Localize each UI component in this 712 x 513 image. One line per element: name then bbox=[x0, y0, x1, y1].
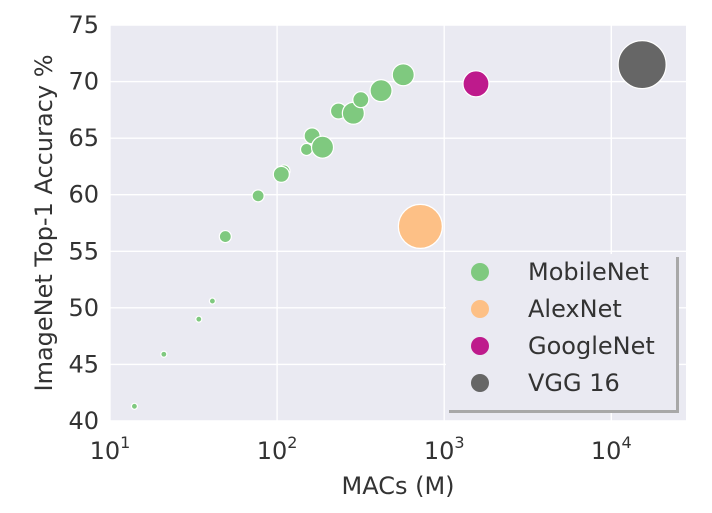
y-axis-label: ImageNet Top-1 Accuracy % bbox=[30, 55, 58, 392]
data-point-mobilenet bbox=[195, 315, 203, 323]
x-tick-label: 104 bbox=[591, 433, 632, 465]
y-tick-label: 70 bbox=[68, 68, 99, 96]
data-point-mobilenet bbox=[251, 189, 265, 203]
data-point-mobilenet bbox=[310, 135, 335, 159]
legend-marker bbox=[471, 337, 489, 355]
x-tick-label: 102 bbox=[257, 433, 298, 465]
data-point-mobilenet bbox=[218, 229, 232, 244]
y-tick-label: 65 bbox=[68, 124, 99, 152]
data-point-alexnet bbox=[397, 203, 443, 249]
data-points bbox=[130, 39, 667, 410]
y-tick-label: 55 bbox=[68, 237, 99, 265]
y-tick-label: 60 bbox=[68, 181, 99, 209]
data-point-mobilenet bbox=[369, 79, 393, 103]
data-point-googlenet bbox=[462, 70, 490, 98]
y-tick-label: 45 bbox=[68, 350, 99, 378]
data-point-mobilenet bbox=[160, 350, 168, 358]
legend: MobileNet AlexNet GoogleNet VGG 16 bbox=[446, 254, 679, 413]
legend-marker bbox=[471, 374, 489, 392]
y-tick-label: 50 bbox=[68, 294, 99, 322]
data-point-mobilenet bbox=[352, 91, 370, 109]
data-point-mobilenet bbox=[391, 63, 415, 87]
data-point-mobilenet bbox=[208, 297, 216, 305]
data-point-mobilenet bbox=[272, 165, 290, 183]
legend-label: VGG 16 bbox=[528, 369, 620, 397]
data-point-vgg-16 bbox=[617, 39, 667, 90]
x-tick-label: 101 bbox=[90, 433, 131, 465]
y-tick-labels: 40 45 50 55 60 65 70 75 bbox=[68, 11, 99, 435]
x-axis-label: MACs (M) bbox=[341, 472, 454, 500]
y-tick-label: 75 bbox=[68, 11, 99, 39]
legend-label: AlexNet bbox=[528, 295, 622, 323]
legend-marker bbox=[471, 263, 489, 281]
y-tick-label: 40 bbox=[68, 407, 99, 435]
x-tick-labels: 101 102 103 104 bbox=[90, 433, 632, 465]
legend-label: GoogleNet bbox=[528, 332, 655, 360]
legend-marker bbox=[471, 300, 489, 318]
legend-label: MobileNet bbox=[528, 258, 649, 286]
data-point-mobilenet bbox=[130, 402, 139, 410]
x-tick-label: 103 bbox=[424, 433, 465, 465]
data-point-mobilenet bbox=[299, 142, 314, 157]
